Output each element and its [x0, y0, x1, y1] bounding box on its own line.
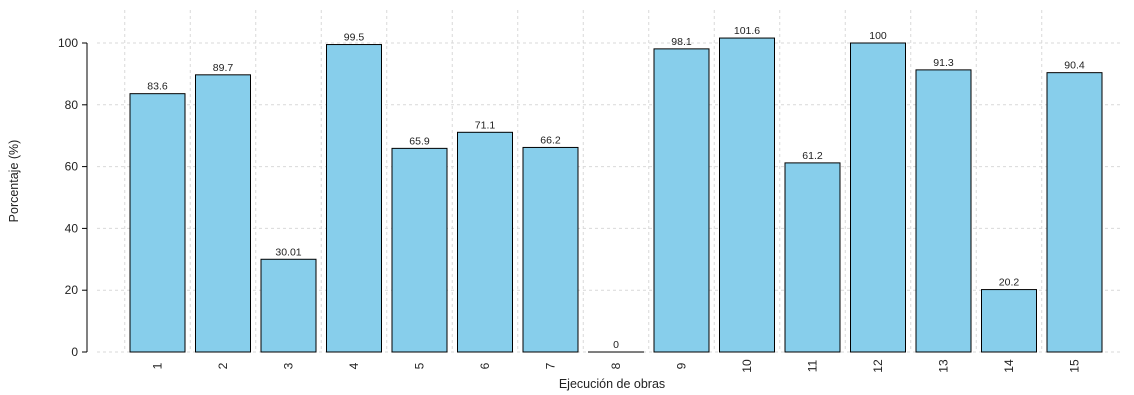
data-label-2: 89.7 — [213, 62, 234, 74]
bar-12 — [850, 42, 906, 353]
data-label-4: 99.5 — [344, 32, 365, 44]
data-label-1: 83.6 — [147, 81, 168, 93]
data-label-14: 20.2 — [999, 277, 1020, 289]
bar-10 — [719, 37, 775, 353]
x-axis-tick-labels: 1 2 3 4 5 6 7 8 9 10 11 12 13 14 15 — [151, 359, 1082, 373]
x-tick-label-7: 7 — [544, 362, 558, 369]
bar-3 — [260, 258, 317, 353]
y-axis-title: Porcentaje (%) — [7, 140, 21, 223]
x-tick-label-1: 1 — [151, 362, 165, 369]
data-label-15: 90.4 — [1064, 60, 1085, 72]
x-tick-label-6: 6 — [478, 362, 492, 369]
data-label-8: 0 — [613, 339, 619, 351]
y-tick-label: 20 — [65, 283, 79, 297]
bar-4 — [326, 44, 382, 353]
data-label-7: 66.2 — [540, 134, 561, 146]
data-labels: 83.6 89.7 30.01 99.5 65.9 71.1 66.2 0 98.1 101.6 6… — [147, 25, 1085, 351]
bar-9 — [653, 48, 710, 353]
bar-14 — [981, 289, 1037, 353]
grid-lines — [97, 10, 1120, 353]
data-label-11: 61.2 — [802, 150, 823, 162]
bar-15 — [1046, 72, 1103, 353]
y-tick-label: 0 — [71, 345, 78, 359]
x-tick-label-15: 15 — [1068, 359, 1082, 373]
y-tick-label: 40 — [65, 221, 79, 235]
bars — [129, 37, 1103, 353]
bar-7 — [522, 146, 579, 353]
x-axis-title: Ejecución de obras — [559, 377, 665, 391]
x-tick-label-10: 10 — [740, 359, 754, 373]
x-tick-label-11: 11 — [806, 359, 820, 372]
x-tick-label-9: 9 — [675, 362, 689, 369]
x-tick-label-4: 4 — [347, 362, 361, 369]
bar-11 — [784, 162, 841, 353]
y-tick-label: 100 — [58, 36, 78, 50]
x-tick-label-8: 8 — [609, 362, 623, 369]
bar-13 — [915, 69, 972, 353]
x-tick-label-13: 13 — [937, 359, 951, 373]
x-tick-label-2: 2 — [216, 362, 230, 369]
data-label-6: 71.1 — [475, 119, 496, 131]
data-label-12: 100 — [869, 30, 887, 42]
bar-6 — [457, 131, 513, 353]
y-axis: 0 20 40 60 80 100 — [58, 36, 88, 359]
x-tick-label-5: 5 — [413, 362, 427, 369]
data-label-3: 30.01 — [275, 246, 301, 258]
bar-2 — [195, 74, 251, 353]
x-tick-label-14: 14 — [1002, 359, 1016, 373]
x-tick-label-3: 3 — [282, 362, 296, 369]
bar-5 — [391, 147, 448, 353]
data-label-10: 101.6 — [734, 25, 760, 37]
y-tick-label: 80 — [65, 98, 79, 112]
data-label-5: 65.9 — [409, 135, 430, 147]
bar-1 — [129, 93, 186, 353]
data-label-9: 98.1 — [671, 36, 692, 48]
data-label-13: 91.3 — [933, 57, 954, 69]
x-tick-label-12: 12 — [871, 359, 885, 373]
y-tick-label: 60 — [65, 160, 79, 174]
